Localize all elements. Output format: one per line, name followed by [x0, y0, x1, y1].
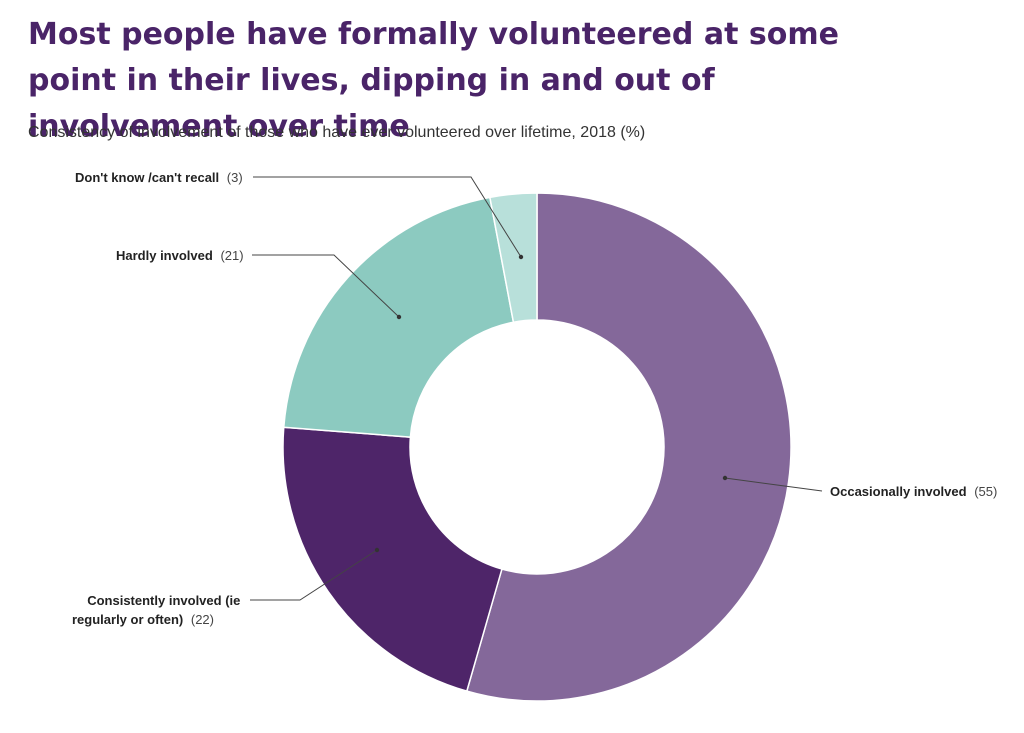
- slice-consistently: [282, 426, 503, 693]
- leader-dot-hardly: [396, 314, 402, 320]
- leader-dot-dontknow: [518, 254, 524, 260]
- leader-dot-consistently: [374, 547, 380, 553]
- label-dontknow: Don't know /can't recall (3): [75, 170, 243, 185]
- leader-line-hardly: [252, 254, 400, 318]
- label-consistently: Consistently involved (ie regularly or o…: [72, 593, 244, 627]
- leader-line-consistently: [250, 549, 378, 601]
- leader-dot-occasionally: [722, 475, 728, 481]
- label-hardly: Hardly involved (21): [116, 248, 244, 263]
- slice-occasionally: [465, 192, 792, 702]
- leader-line-dontknow: [253, 176, 522, 258]
- label-occasionally: Occasionally involved (55): [830, 484, 997, 499]
- leader-line-occasionally: [724, 477, 823, 492]
- chart-subtitle: Consistency of involvement of those who …: [28, 124, 646, 141]
- chart-title: Most people have formally volunteered at…: [28, 17, 839, 144]
